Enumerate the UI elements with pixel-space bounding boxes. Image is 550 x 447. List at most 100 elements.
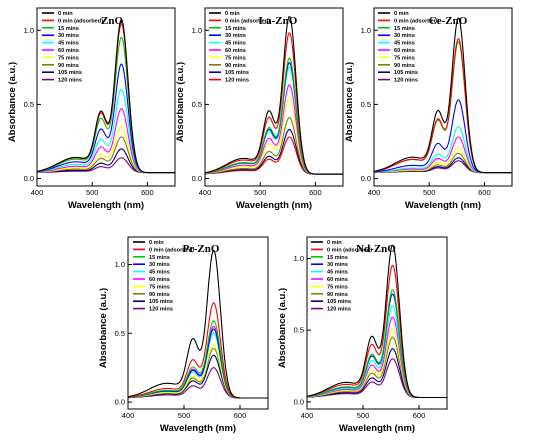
panel-title: Nd-ZnO xyxy=(356,243,396,255)
legend-entry: 105 mins xyxy=(58,70,82,76)
legend-entry: 45 mins xyxy=(327,270,348,276)
legend-entry: 105 mins xyxy=(327,299,351,305)
plot-frame xyxy=(127,236,269,410)
y-axis-label: Absorbance (a.u.) xyxy=(344,62,355,142)
y-tick-label: 1.0 xyxy=(24,26,34,35)
legend-entry: 90 mins xyxy=(327,292,348,298)
legend-entry: 60 mins xyxy=(58,48,79,54)
y-tick-label: 0.0 xyxy=(294,397,304,406)
legend-entry: 90 mins xyxy=(225,63,246,69)
y-tick-label: 0.0 xyxy=(192,174,202,183)
panel-la-zno: 400 500 600 0.0 0.5 1.0 Wavelength (nm) Absorba… xyxy=(175,7,344,211)
y-axis-label: Absorbance (a.u.) xyxy=(98,288,109,368)
x-tick-label: 600 xyxy=(478,188,491,197)
series-line xyxy=(127,250,268,399)
legend-entry: 0 min (adsorbed) xyxy=(149,247,194,253)
series-line xyxy=(306,244,447,399)
x-tick-label: 500 xyxy=(178,411,191,420)
series-line xyxy=(373,17,512,174)
x-tick-label: 400 xyxy=(31,188,44,197)
y-axis-label: Absorbance (a.u.) xyxy=(175,62,186,142)
legend-entry: 0 min xyxy=(394,11,409,17)
legend-entry: 120 mins xyxy=(58,78,82,84)
y-tick-label: 0.0 xyxy=(24,174,34,183)
y-axis-label: Absorbance (a.u.) xyxy=(7,62,18,142)
series-line xyxy=(204,32,343,175)
legend-entry: 15 mins xyxy=(394,26,415,32)
series-line xyxy=(204,84,343,175)
x-tick-label: 600 xyxy=(413,411,426,420)
legend-entry: 30 mins xyxy=(58,33,79,39)
legend-entry: 120 mins xyxy=(327,307,351,313)
legend-entry: 0 min (adsorbed) xyxy=(394,18,439,24)
legend-entry: 75 mins xyxy=(149,284,170,290)
legend-entry: 75 mins xyxy=(394,55,415,61)
x-tick-label: 400 xyxy=(199,188,212,197)
y-tick-label: 0.5 xyxy=(361,100,371,109)
legend-entry: 105 mins xyxy=(149,299,173,305)
panel-zno: 400 500 600 0.0 0.5 1.0 Wavelength (nm) Absorba… xyxy=(7,7,176,211)
legend-entry: 30 mins xyxy=(327,262,348,268)
y-tick-label: 0.5 xyxy=(115,329,125,338)
panel-ce-zno: 400 500 600 0.0 0.5 1.0 Wavelength (nm) Absorba… xyxy=(344,7,513,211)
legend-entry: 120 mins xyxy=(149,307,173,313)
legend-entry: 45 mins xyxy=(149,270,170,276)
legend-entry: 15 mins xyxy=(225,26,246,32)
panel-pr-zno: 400 500 600 0.0 0.5 1.0 Wavelength (nm) Absorba… xyxy=(98,236,269,434)
legend-entry: 15 mins xyxy=(327,255,348,261)
legend-entry: 0 min (adsorbed) xyxy=(58,18,103,24)
legend-entry: 105 mins xyxy=(394,70,418,76)
legend-entry: 30 mins xyxy=(225,33,246,39)
panel-title: La-ZnO xyxy=(259,15,298,27)
plot-frame xyxy=(306,236,448,410)
legend-entry: 60 mins xyxy=(327,277,348,283)
plot-frame xyxy=(204,7,344,187)
legend-entry: 0 min xyxy=(327,240,342,246)
y-tick-label: 0.0 xyxy=(361,174,371,183)
legend-entry: 120 mins xyxy=(394,78,418,84)
legend-entry: 120 mins xyxy=(225,78,249,84)
x-axis-label: Wavelength (nm) xyxy=(405,200,481,211)
legend-entry: 90 mins xyxy=(394,63,415,69)
legend-entry: 45 mins xyxy=(225,41,246,47)
x-tick-label: 400 xyxy=(301,411,314,420)
series-line xyxy=(373,41,512,174)
y-axis-label: Absorbance (a.u.) xyxy=(277,288,288,368)
y-tick-label: 0.5 xyxy=(24,100,34,109)
legend-entry: 45 mins xyxy=(58,41,79,47)
x-axis-label: Wavelength (nm) xyxy=(339,423,415,434)
series-line xyxy=(306,316,447,399)
series-line xyxy=(127,320,268,399)
x-tick-label: 400 xyxy=(122,411,135,420)
y-tick-label: 0.5 xyxy=(294,326,304,335)
x-tick-label: 500 xyxy=(423,188,436,197)
legend-entry: 0 min xyxy=(149,240,164,246)
legend-entry: 60 mins xyxy=(225,48,246,54)
legend-entry: 90 mins xyxy=(149,292,170,298)
x-tick-label: 500 xyxy=(86,188,99,197)
plot-frame xyxy=(36,7,176,187)
y-tick-label: 0.5 xyxy=(192,100,202,109)
panel-title: ZnO xyxy=(101,15,123,27)
x-tick-label: 400 xyxy=(368,188,381,197)
y-tick-label: 1.0 xyxy=(115,260,125,269)
legend-entry: 30 mins xyxy=(394,33,415,39)
x-axis-label: Wavelength (nm) xyxy=(160,423,236,434)
series-line xyxy=(36,19,175,174)
legend-entry: 60 mins xyxy=(394,48,415,54)
y-tick-label: 0.0 xyxy=(115,398,125,407)
y-tick-label: 1.0 xyxy=(294,254,304,263)
x-tick-label: 500 xyxy=(357,411,370,420)
legend-entry: 105 mins xyxy=(225,70,249,76)
legend-entry: 0 min (adsorbed) xyxy=(327,247,372,253)
y-tick-label: 1.0 xyxy=(192,26,202,35)
legend-entry: 75 mins xyxy=(327,284,348,290)
panel-title: Ce-ZnO xyxy=(429,15,468,27)
legend-entry: 75 mins xyxy=(58,55,79,61)
x-tick-label: 600 xyxy=(234,411,247,420)
panel-nd-zno: 400 500 600 0.0 0.5 1.0 Wavelength (nm) Absorba… xyxy=(277,236,448,434)
legend-entry: 0 min xyxy=(225,11,240,17)
